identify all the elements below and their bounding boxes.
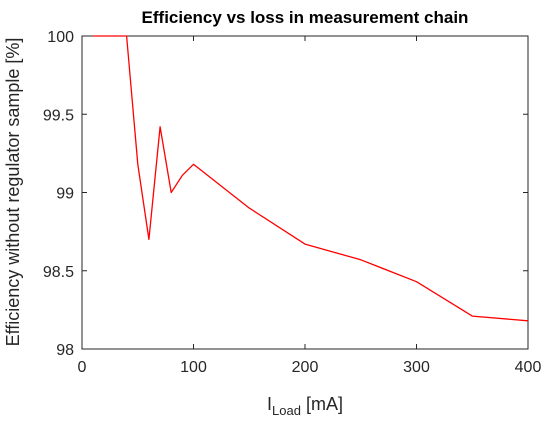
x-tick-label: 300	[403, 359, 430, 376]
x-axis-label-subscript: Load	[272, 403, 301, 418]
y-tick-label: 99.5	[43, 107, 74, 124]
y-tick-label: 100	[47, 29, 74, 46]
plot-area	[81, 35, 529, 350]
x-axis-label-unit: [mA]	[301, 394, 343, 414]
y-tick-label: 99	[56, 186, 74, 203]
y-tick-label: 98.5	[43, 264, 74, 281]
x-tick-label: 100	[180, 359, 207, 376]
x-tick-label: 200	[292, 359, 319, 376]
series-layer	[93, 35, 529, 322]
x-tick-label: 400	[515, 359, 542, 376]
x-tick-label: 0	[78, 359, 87, 376]
y-axis-label: Efficiency without regulator sample [%]	[3, 38, 23, 347]
plot-frame	[81, 35, 529, 350]
y-tick-label: 98	[56, 342, 74, 359]
x-axis: 0 100 200 300 400	[78, 36, 542, 376]
x-axis-label: ILoad [mA]	[267, 394, 343, 418]
chart-title: Efficiency vs loss in measurement chain	[142, 8, 469, 27]
series-line	[93, 35, 529, 322]
y-axis: 98 98.5 99 99.5 100	[43, 29, 528, 359]
x-axis-label-main: I	[267, 394, 272, 414]
